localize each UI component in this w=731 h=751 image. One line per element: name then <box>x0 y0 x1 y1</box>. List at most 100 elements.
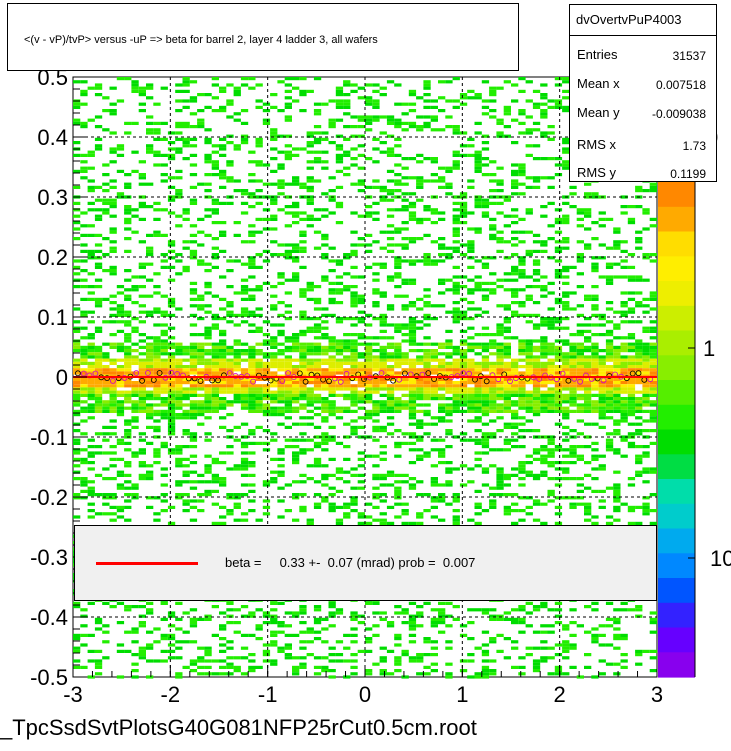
heatmap-cell <box>131 451 139 455</box>
heatmap-cell <box>416 307 424 311</box>
heatmap-cell <box>613 403 621 407</box>
heatmap-cell <box>540 345 548 349</box>
heatmap-cell <box>124 605 132 609</box>
heatmap-cell <box>503 112 511 116</box>
heatmap-cell <box>306 144 314 148</box>
heatmap-cell <box>270 361 278 365</box>
heatmap-cell <box>102 208 110 212</box>
heatmap-cell <box>153 640 161 644</box>
heatmap-cell <box>452 349 460 353</box>
heatmap-cell <box>379 294 387 298</box>
heatmap-cell <box>401 384 409 388</box>
heatmap-cell <box>357 134 365 138</box>
heatmap-cell <box>248 358 256 362</box>
heatmap-cell <box>467 227 475 231</box>
heatmap-cell <box>175 368 183 372</box>
heatmap-cell <box>248 256 256 260</box>
heatmap-cell <box>423 377 431 381</box>
heatmap-cell <box>438 211 446 215</box>
heatmap-cell <box>386 416 395 420</box>
heatmap-cell <box>642 496 650 500</box>
heatmap-cell <box>328 381 336 385</box>
heatmap-cell <box>277 409 285 413</box>
heatmap-cell <box>372 403 380 407</box>
heatmap-cell <box>554 445 563 449</box>
heatmap-cell <box>416 237 424 241</box>
heatmap-cell <box>569 403 577 407</box>
heatmap-cell <box>87 285 95 289</box>
heatmap-cell <box>591 467 599 471</box>
heatmap-cell <box>438 352 446 356</box>
heatmap-cell <box>620 205 628 209</box>
heatmap-cell <box>306 297 314 301</box>
heatmap-cell <box>357 390 365 394</box>
heatmap-cell <box>80 406 88 410</box>
heatmap-cell <box>518 269 526 273</box>
heatmap-cell <box>379 323 387 327</box>
heatmap-cell <box>576 368 584 372</box>
heatmap-cell <box>240 441 249 445</box>
heatmap-cell <box>124 131 132 135</box>
heatmap-cell <box>547 403 555 407</box>
heatmap-cell <box>248 483 256 487</box>
heatmap-cell <box>262 281 271 285</box>
heatmap-cell <box>365 409 373 413</box>
heatmap-cell <box>452 131 460 135</box>
heatmap-cell <box>219 483 227 487</box>
heatmap-cell <box>386 115 395 119</box>
heatmap-cell <box>284 118 292 122</box>
heatmap-cell <box>379 355 387 359</box>
heatmap-cell <box>160 352 168 356</box>
heatmap-cell <box>401 371 409 375</box>
heatmap-cell <box>576 313 584 317</box>
heatmap-cell <box>211 349 219 353</box>
heatmap-cell <box>350 429 358 433</box>
heatmap-cell <box>598 416 606 420</box>
heatmap-cell <box>204 262 212 266</box>
heatmap-cell <box>627 422 636 426</box>
heatmap-cell <box>518 358 526 362</box>
heatmap-cell <box>613 358 621 362</box>
heatmap-cell <box>598 371 606 375</box>
heatmap-cell <box>270 336 278 340</box>
heatmap-cell <box>270 285 278 289</box>
heatmap-cell <box>503 326 511 330</box>
heatmap-cell <box>102 198 110 202</box>
heatmap-cell <box>197 406 205 410</box>
heatmap-cell <box>226 99 234 103</box>
heatmap-cell <box>80 457 88 461</box>
heatmap-cell <box>423 313 431 317</box>
heatmap-cell <box>277 601 285 605</box>
heatmap-cell <box>386 368 395 372</box>
heatmap-cell <box>401 192 409 196</box>
heatmap-cell <box>277 352 285 356</box>
heatmap-cell <box>189 461 198 465</box>
heatmap-cell <box>80 89 88 93</box>
heatmap-cell <box>598 256 606 260</box>
heatmap-cell <box>343 272 351 276</box>
heatmap-cell <box>598 368 606 372</box>
heatmap-cell <box>102 371 110 375</box>
heatmap-cell <box>350 285 358 289</box>
heatmap-cell <box>255 313 263 317</box>
heatmap-cell <box>335 86 344 90</box>
heatmap-cell <box>474 205 482 209</box>
heatmap-cell <box>642 326 650 330</box>
heatmap-cell <box>496 429 504 433</box>
heatmap-cell <box>87 486 95 490</box>
heatmap-cell <box>160 121 168 125</box>
heatmap-cell <box>182 445 190 449</box>
heatmap-cell <box>240 358 249 362</box>
heatmap-cell <box>584 246 592 250</box>
heatmap-cell <box>160 499 168 503</box>
heatmap-cell <box>540 397 548 401</box>
heatmap-cell <box>452 125 460 129</box>
heatmap-cell <box>255 377 263 381</box>
heatmap-cell <box>335 441 344 445</box>
heatmap-cell <box>547 352 555 356</box>
heatmap-cell <box>124 323 132 327</box>
heatmap-cell <box>80 211 88 215</box>
heatmap-cell <box>627 403 636 407</box>
heatmap-cell <box>233 493 241 497</box>
heatmap-cell <box>394 365 402 369</box>
